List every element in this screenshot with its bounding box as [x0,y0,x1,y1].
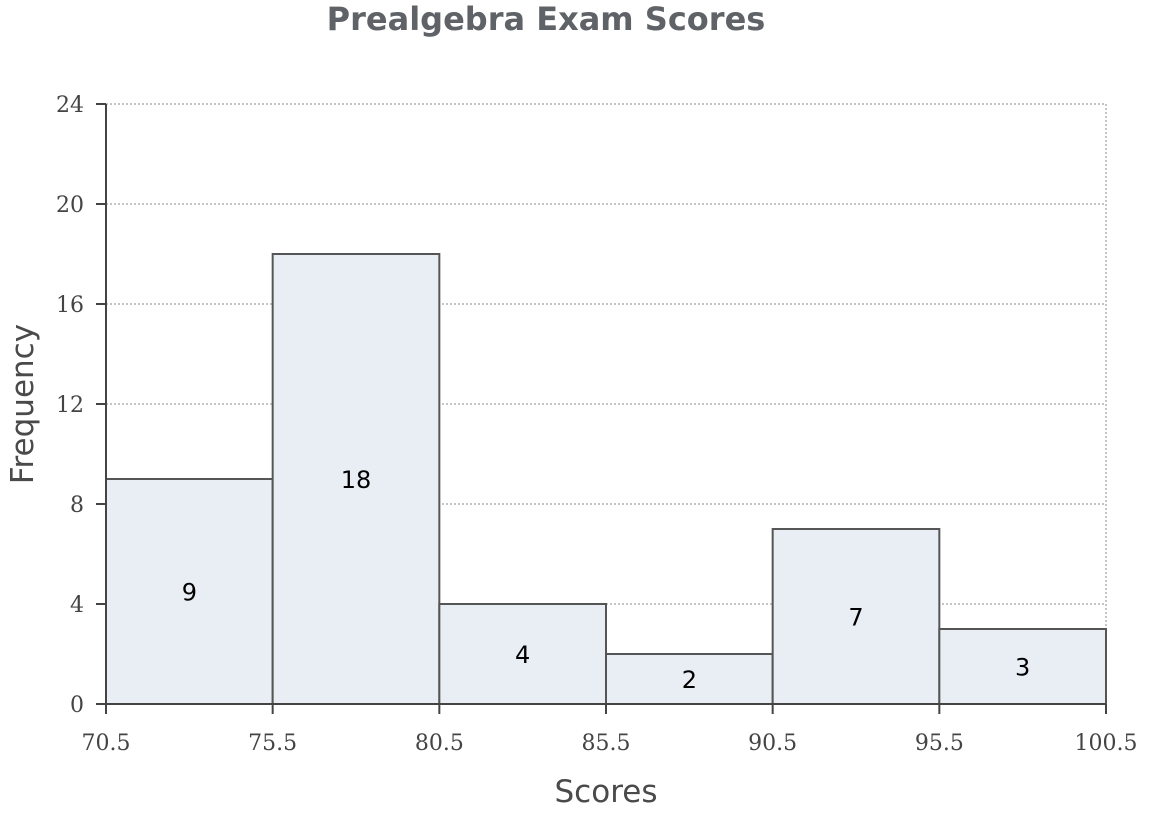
bar-value-label: 7 [848,604,863,632]
x-tick-label: 70.5 [82,731,131,756]
x-tick-label: 80.5 [415,731,464,756]
x-tick-label: 90.5 [748,731,797,756]
bars [105,253,1107,705]
y-axis-label: Frequency [5,324,41,484]
y-tick-label: 8 [70,493,84,518]
y-tick-label: 20 [56,193,84,218]
y-tick-label: 12 [56,393,84,418]
chart-title: Prealgebra Exam Scores [327,0,766,38]
x-tick-label: 75.5 [248,731,297,756]
x-tick-label: 95.5 [915,731,964,756]
bar-value-label: 9 [182,579,197,607]
histogram-bar [771,528,941,705]
bar-value-label: 18 [341,466,372,494]
x-axis-ticks: 70.5 75.5 80.5 85.5 90.5 95.5 100.5 [82,704,1138,756]
x-axis-label: Scores [555,774,658,810]
bar-value-label: 3 [1015,654,1030,682]
bar-labels: 9 18 4 2 7 3 [182,466,1031,694]
histogram-bar [105,478,274,705]
y-tick-label: 24 [56,93,84,118]
histogram-bar [438,603,608,705]
x-tick-label: 100.5 [1075,731,1138,756]
bar-value-label: 4 [515,641,530,669]
y-tick-label: 4 [70,593,84,618]
y-tick-label: 16 [56,293,84,318]
y-tick-label: 0 [70,693,84,718]
bar-value-label: 2 [682,666,697,694]
y-axis-ticks: 0 4 8 12 16 20 24 [56,93,106,718]
histogram-bar [938,628,1107,705]
x-tick-label: 85.5 [582,731,631,756]
